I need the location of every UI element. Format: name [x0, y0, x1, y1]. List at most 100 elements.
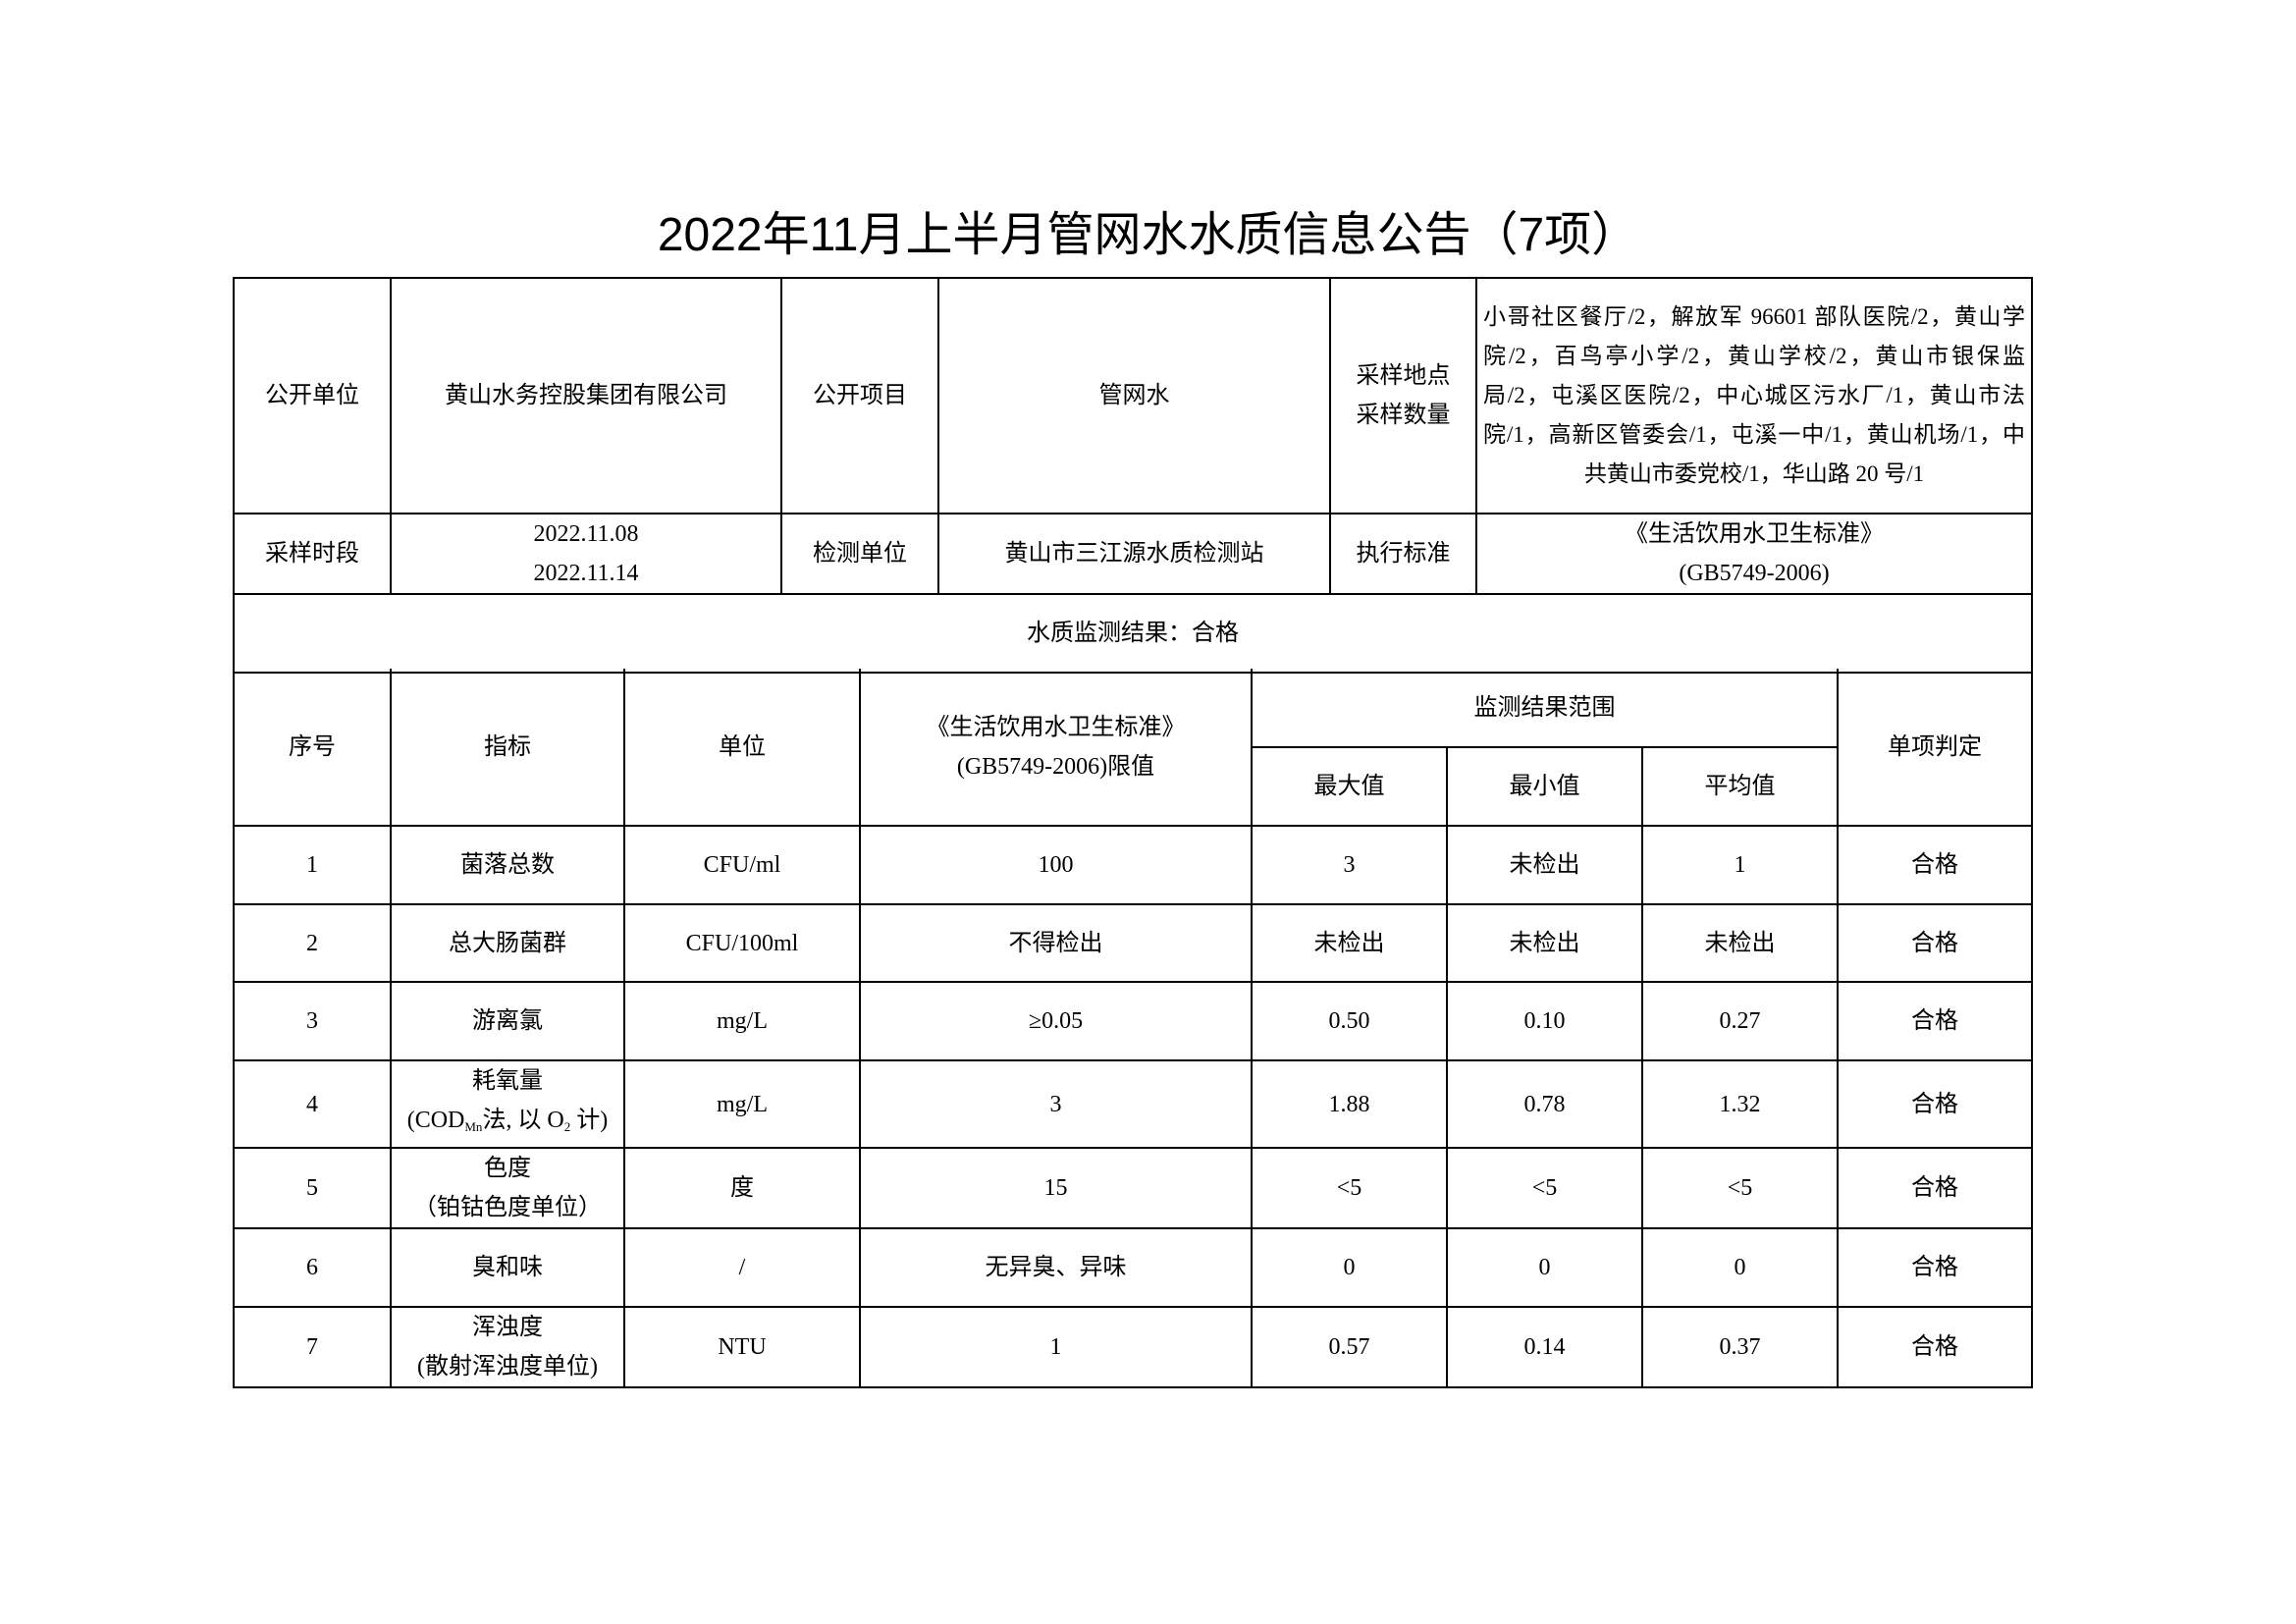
table-row: 1 菌落总数 CFU/ml 100 3 未检出 1 合格 — [233, 826, 2034, 905]
lab-label: 检测单位 — [780, 513, 939, 595]
indicator-name: 浑浊度 — [472, 1314, 543, 1340]
cell-no: 5 — [233, 1147, 392, 1230]
cell-avg: 1 — [1640, 826, 1840, 905]
period: 2022.11.08 2022.11.14 — [390, 513, 782, 595]
table-row: 4 耗氧量 (CODMn法, 以 O2 计) mg/L 3 1.88 0.78 1.32 合格 — [233, 1059, 2034, 1150]
period-label: 采样时段 — [233, 513, 392, 595]
cod-note-part: 2 — [563, 1119, 571, 1135]
cell-name: 浑浊度 (散射浑浊度单位) — [390, 1305, 625, 1388]
cell-name: 色度 （铂钴色度单位） — [390, 1147, 625, 1230]
table-row: 5 色度 （铂钴色度单位）度 15 <5 <5 <5 合格 — [233, 1147, 2034, 1230]
cell-max: 0.57 — [1251, 1305, 1448, 1388]
header-no: 序号 — [233, 669, 392, 827]
cell-unit: mg/L — [623, 1059, 861, 1150]
cell-no: 2 — [233, 902, 392, 984]
cell-unit: CFU/ml — [623, 826, 861, 905]
cell-limit: ≥0.05 — [859, 981, 1253, 1062]
indicator-name: 色度 — [484, 1156, 531, 1182]
indicator-note: （铂钴色度单位） — [413, 1195, 602, 1221]
cell-no: 3 — [233, 981, 392, 1062]
cell-judge: 合格 — [1837, 1227, 2034, 1308]
cell-name: 游离氯 — [390, 981, 625, 1062]
standard-code: (GB5749-2006) — [1679, 561, 1830, 586]
header-unit: 单位 — [623, 669, 861, 827]
cell-min: 0.78 — [1446, 1059, 1643, 1150]
cell-min: <5 — [1446, 1147, 1643, 1230]
cell-unit: NTU — [623, 1305, 861, 1388]
cell-no: 7 — [233, 1305, 392, 1388]
cell-limit: 15 — [859, 1147, 1253, 1230]
cell-max: 3 — [1251, 826, 1448, 905]
cell-name: 菌落总数 — [390, 826, 625, 905]
table-row: 6 臭和味 / 无异臭、异味 0 0 0 合格 — [233, 1227, 2034, 1308]
table-row: 7 浑浊度 (散射浑浊度单位) NTU 1 0.57 0.14 0.37 合格 — [233, 1305, 2034, 1388]
cod-note-part: Mn — [464, 1119, 483, 1135]
indicator-name: 耗氧量 — [472, 1068, 543, 1095]
cell-name: 耗氧量 (CODMn法, 以 O2 计) — [390, 1059, 625, 1150]
cell-limit: 3 — [859, 1059, 1253, 1150]
page-title: 2022年11月上半月管网水水质信息公告（7项） — [657, 209, 1639, 261]
cell-min: 未检出 — [1446, 902, 1643, 984]
cell-judge: 合格 — [1837, 1059, 2034, 1150]
cell-limit: 100 — [859, 826, 1253, 905]
header-indicator: 指标 — [390, 669, 625, 827]
cell-limit: 1 — [859, 1305, 1253, 1388]
cell-judge: 合格 — [1837, 981, 2034, 1062]
header-limit: 《生活饮用水卫生标准》 (GB5749-2006)限值 — [859, 669, 1253, 827]
header-limit-2: (GB5749-2006)限值 — [956, 753, 1155, 780]
results-table: 序号 指标 单位 《生活饮用水卫生标准》 (GB5749-2006)限值 监测结果… — [233, 669, 2034, 1388]
cell-limit: 无异臭、异味 — [859, 1227, 1253, 1308]
indicator-name: 总大肠菌群 — [449, 930, 566, 956]
cell-avg: 0 — [1640, 1227, 1840, 1308]
publisher-label: 公开单位 — [233, 277, 392, 514]
cell-name: 总大肠菌群 — [390, 902, 625, 984]
cell-judge: 合格 — [1837, 826, 2034, 905]
cell-no: 1 — [233, 826, 392, 905]
cell-judge: 合格 — [1837, 1147, 2034, 1230]
cod-note-part: 法, 以 O — [482, 1108, 564, 1134]
cell-judge: 合格 — [1837, 902, 2034, 984]
cell-max: 未检出 — [1251, 902, 1448, 984]
header-limit-1: 《生活饮用水卫生标准》 — [926, 714, 1186, 740]
cell-unit: 度 — [623, 1147, 861, 1230]
info-table: 公开单位 黄山水务控股集团有限公司 公开项目 管网水 采样地点 采样数量 小哥社区… — [233, 277, 2033, 674]
cell-avg: 0.27 — [1640, 981, 1840, 1062]
header-min: 最小值 — [1446, 746, 1643, 827]
cell-unit: CFU/100ml — [623, 902, 861, 984]
standard-name: 《生活饮用水卫生标准》 — [1625, 521, 1884, 547]
location-label-1: 采样地点 — [1356, 363, 1451, 389]
cell-max: 0 — [1251, 1227, 1448, 1308]
cell-max: 0.50 — [1251, 981, 1448, 1062]
period-start: 2022.11.08 — [533, 521, 639, 547]
cell-judge: 合格 — [1837, 1305, 2034, 1388]
cell-no: 6 — [233, 1227, 392, 1308]
cell-max: 1.88 — [1251, 1059, 1448, 1150]
table-row: 3 游离氯 mg/L ≥0.05 0.50 0.10 0.27 合格 — [233, 981, 2034, 1062]
header-judge: 单项判定 — [1837, 669, 2034, 827]
table-row: 2 总大肠菌群 CFU/100ml 不得检出 未检出 未检出 未检出 合格 — [233, 902, 2034, 984]
sampling-locations: 小哥社区餐厅/2，解放军 96601 部队医院/2，黄山学院/2，百鸟亭小学/2… — [1475, 277, 2033, 514]
cell-min: 0.10 — [1446, 981, 1643, 1062]
overall-result: 水质监测结果：合格 — [233, 593, 2033, 674]
cell-min: 未检出 — [1446, 826, 1643, 905]
indicator-name: 游离氯 — [472, 1008, 543, 1035]
indicator-name: 菌落总数 — [460, 851, 555, 878]
cod-note-part: 计) — [570, 1108, 609, 1134]
header-avg: 平均值 — [1640, 746, 1840, 827]
cell-limit: 不得检出 — [859, 902, 1253, 984]
indicator-name: 臭和味 — [472, 1254, 543, 1280]
cell-no: 4 — [233, 1059, 392, 1150]
cell-unit: mg/L — [623, 981, 861, 1062]
header-range: 监测结果范围 — [1250, 669, 1840, 748]
item-label: 公开项目 — [780, 277, 939, 514]
standard-label: 执行标准 — [1329, 513, 1477, 595]
header-max: 最大值 — [1251, 746, 1448, 827]
cell-max: <5 — [1251, 1147, 1448, 1230]
cell-avg: <5 — [1640, 1147, 1840, 1230]
location-label-2: 采样数量 — [1356, 403, 1451, 428]
cell-unit: / — [623, 1227, 861, 1308]
cod-note-part: (COD — [406, 1108, 465, 1134]
publisher: 黄山水务控股集团有限公司 — [390, 277, 782, 514]
cell-min: 0.14 — [1446, 1305, 1643, 1388]
lab: 黄山市三江源水质检测站 — [937, 513, 1331, 595]
